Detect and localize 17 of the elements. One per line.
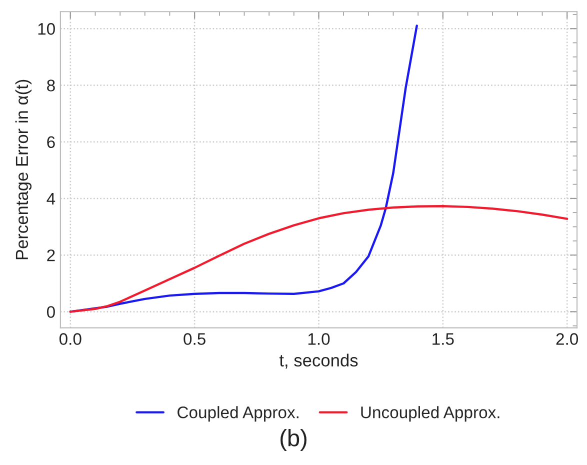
y-tick-label: 4 (46, 193, 56, 204)
y-tick-label: 10 (38, 23, 55, 35)
y-tick-label: 0 (46, 306, 55, 318)
x-tick-label: 2.0 (556, 333, 578, 345)
x-tick-label: 0.0 (59, 333, 82, 345)
legend-label: Uncoupled Approx. (361, 406, 500, 422)
x-axis-title: t, seconds (279, 354, 358, 369)
y-tick-label: 8 (47, 80, 55, 92)
y-tick-label: 2 (47, 249, 55, 262)
x-tick-label: 1.5 (432, 333, 454, 345)
y-tick-label: 6 (47, 136, 55, 148)
legend-label: Coupled Approx. (178, 406, 298, 422)
x-tick-label: 0.5 (184, 333, 206, 345)
y-axis-title: Percentage Error in α(t) (15, 80, 32, 260)
text: (b) (280, 429, 306, 452)
line-series (69, 204, 568, 313)
x-tick-label: 1.0 (308, 333, 330, 345)
